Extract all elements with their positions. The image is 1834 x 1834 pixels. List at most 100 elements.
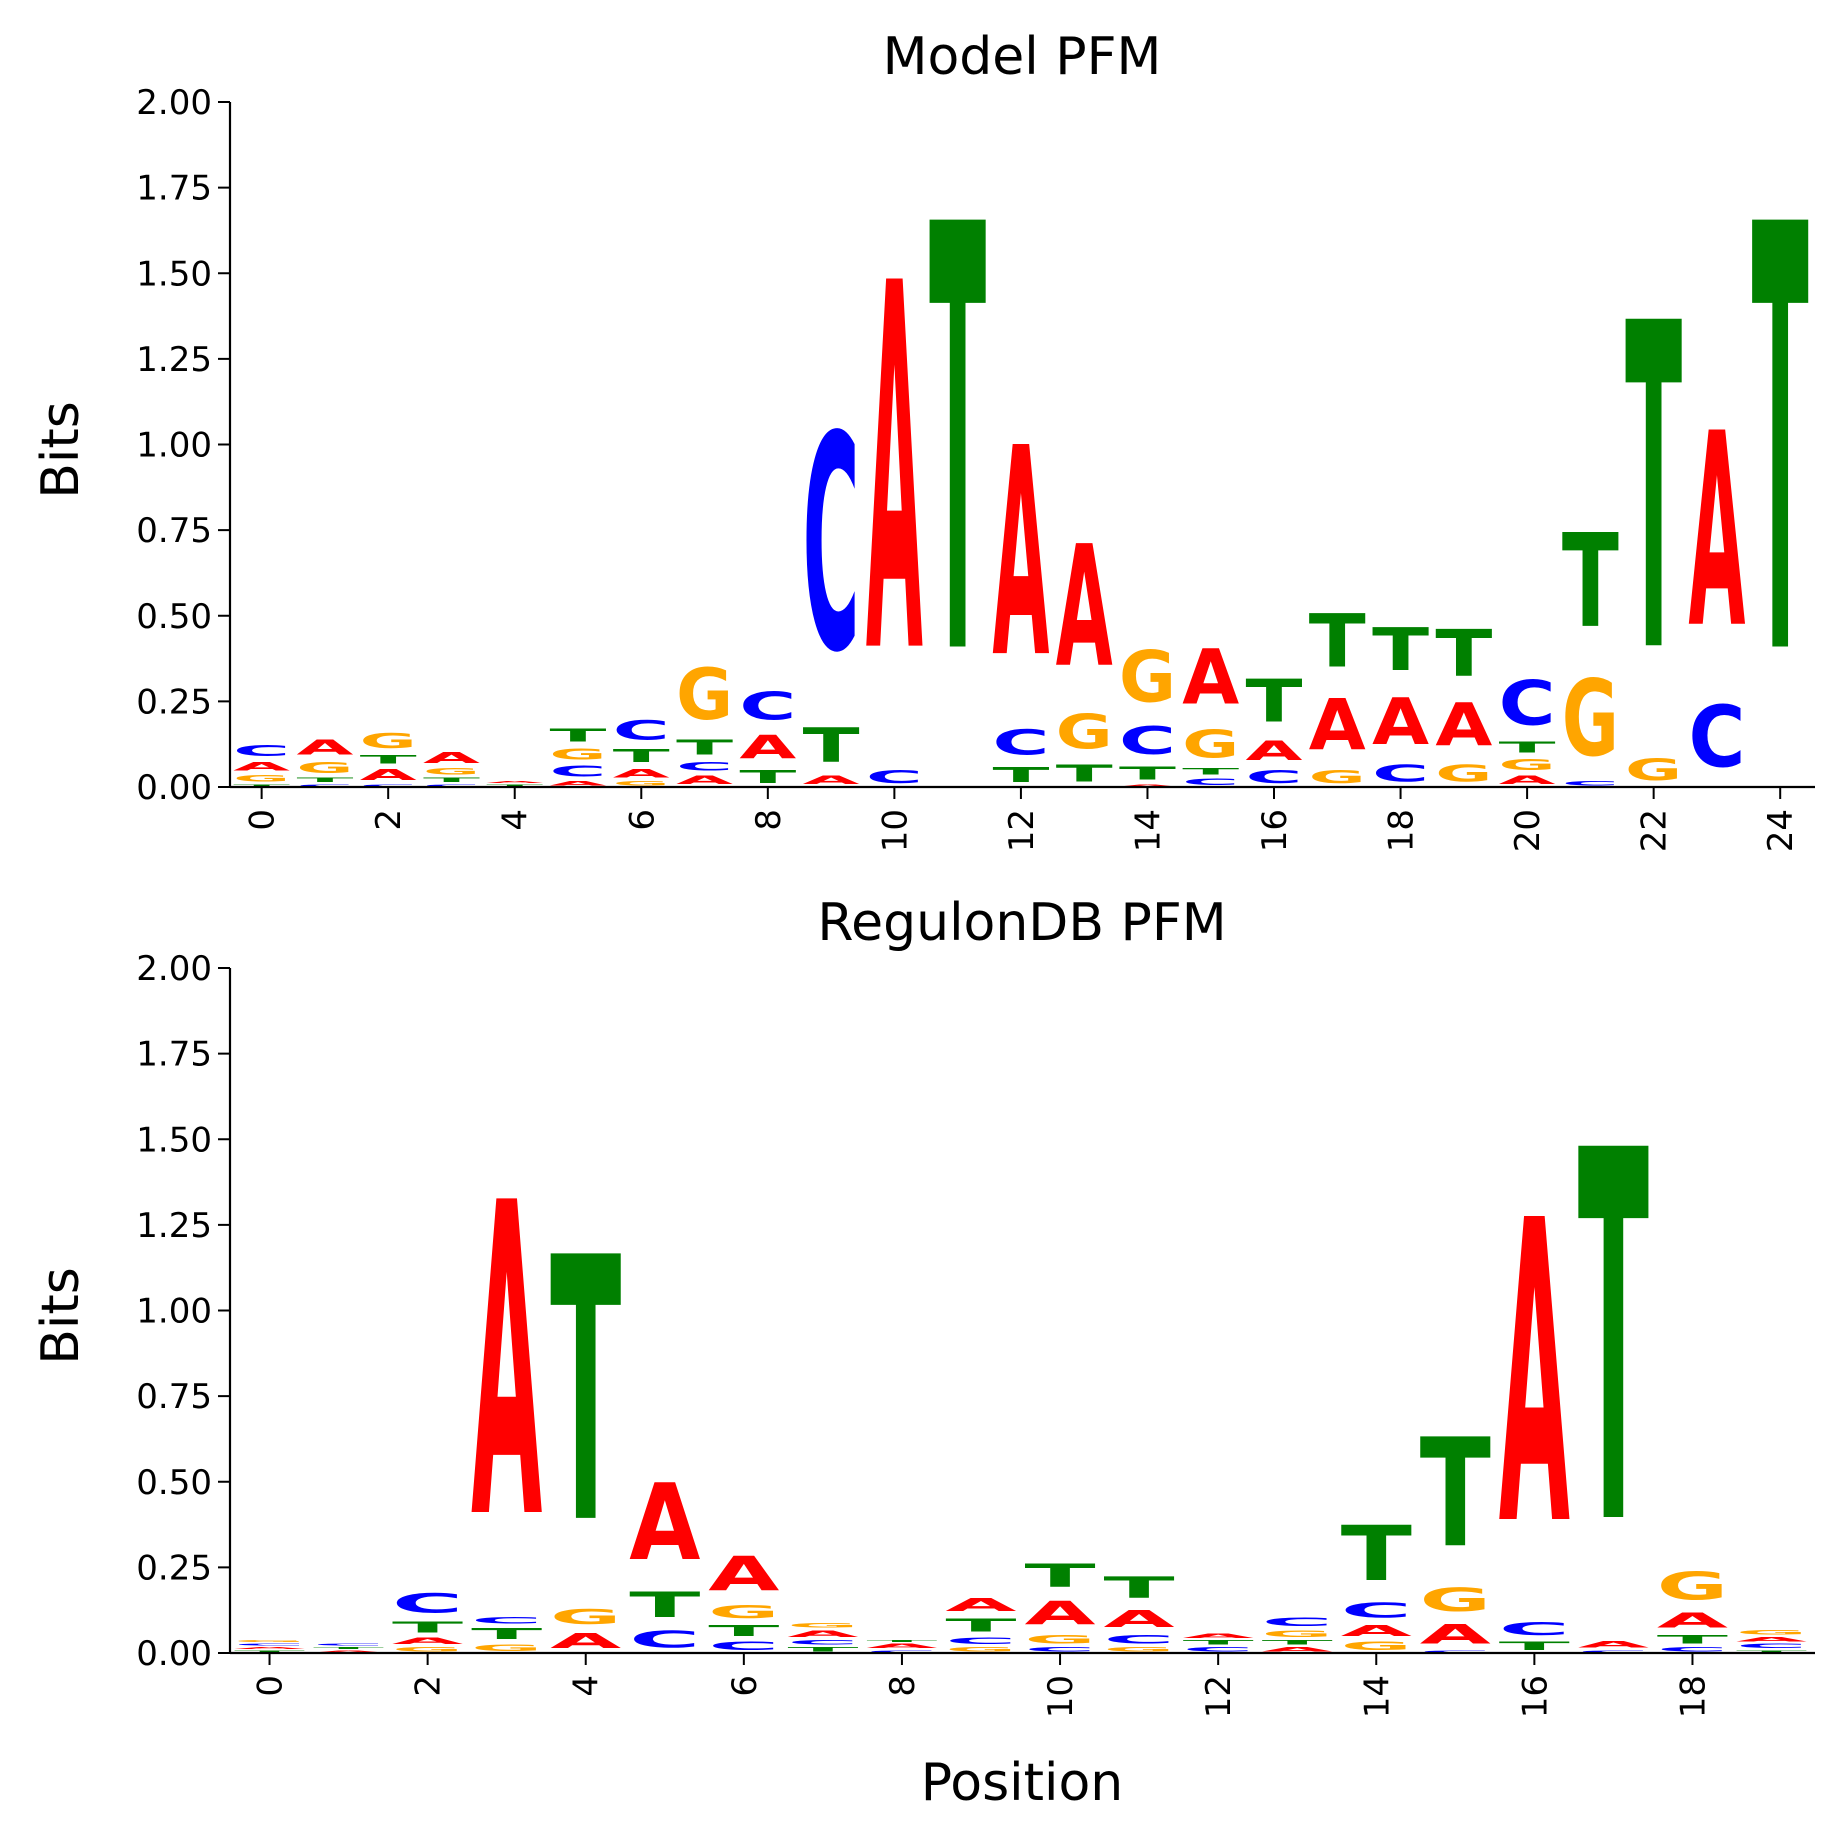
logo-letter-T: T [360,753,417,767]
logo-letter-A: A [1372,685,1429,760]
logo-letter-T: T [1499,739,1556,756]
logo-letter-A: A [550,780,608,787]
logo-letter-T: T [1309,599,1366,685]
logo-letter-T: T [1262,1639,1333,1646]
logo-letter-G: G [233,773,290,783]
logo-letter-C: C [1736,1643,1807,1650]
y-tick-label: 1.00 [136,426,212,466]
logo-letter-G: G [1309,766,1366,786]
y-tick-label: 2.00 [136,949,212,989]
logo-letter-T: T [929,103,986,785]
logo-letter-T: T [1578,1045,1650,1638]
logo-letter-C: C [1341,1598,1412,1622]
logo-letter-C: C [1262,1616,1333,1630]
logo-letter-C: C [866,1650,937,1653]
logo-letter-C: C [233,743,290,760]
logo-letter-C: C [1499,1619,1570,1639]
logo-letter-G: G [392,1646,463,1653]
x-tick-label: 2 [409,1675,449,1697]
logo-letter-A: A [1246,736,1303,767]
y-tick-label: 0.75 [136,1377,212,1417]
logo-letter-A: A [1309,684,1366,766]
logo-letter-G: G [1056,705,1113,760]
logo-letter-T: T [1752,103,1809,785]
x-tick-label: 10 [1041,1675,1081,1718]
y-tick-label: 1.25 [136,340,212,380]
logo-letter-A: A [392,1636,464,1646]
logo-letter-C: C [1499,667,1556,739]
logo-letter-C: C [423,784,480,787]
y-tick-label: 2.00 [136,83,212,123]
x-axis-label: Position [921,1753,1123,1813]
logo-letter-C: C [613,715,670,746]
logo-letter-A: A [629,1462,701,1585]
logo-letter-T: T [676,736,734,760]
y-tick-label: 0.50 [136,597,212,637]
logo-letter-A: A [1736,1636,1808,1643]
logo-letter-G: G [296,759,353,776]
logo-letter-T: T [739,767,796,787]
logo-letter-T: T [992,764,1050,788]
y-tick-label: 1.75 [136,1035,212,1075]
logo-letter-C: C [1657,1646,1728,1653]
logo-letter-C: C [787,1639,858,1646]
chart-title: Model PFM [883,27,1162,87]
logo-letter-G: G [945,1646,1016,1653]
logo-letter-G: G [613,780,670,787]
logo-letter-T: T [1499,1639,1571,1653]
logo-letter-T: T [1246,668,1303,736]
axes: 0.000.250.500.751.001.251.501.752.000 2 4 6… [136,949,1815,1718]
logo-letter-A: A [739,729,796,766]
logo-letter-C: C [360,784,417,787]
logo-letter-G: G [1119,637,1176,719]
logo-letter-A: A [296,736,353,760]
logo-letter-C: C [629,1626,700,1653]
logo-letter-G: G [1736,1629,1807,1636]
logo-letter-A: A [234,1646,305,1649]
logo-letter-G: G [1562,658,1619,781]
logo-letter-G: G [1024,1633,1095,1647]
logo-letter-T: T [1341,1509,1412,1598]
axes: 0.000.250.500.751.001.251.501.752.000 2 4 6… [136,83,1815,852]
logo-letter-A: A [866,1643,938,1650]
x-tick-label: 24 [1761,809,1801,852]
logo-letter-T: T [550,726,607,746]
logo-letter-T: T [1657,1633,1729,1647]
logo-letter-C: C [550,763,607,780]
x-tick-label: 4 [496,809,536,831]
logo-letter-A: A [1657,1608,1729,1632]
logo-letter-T: T [1435,616,1492,691]
logo-letter-C: C [945,1636,1016,1646]
x-tick-label: 10 [875,809,915,852]
logo-letter-G: G [471,1643,542,1653]
logo-letter-A: A [1688,378,1745,687]
logo-letter-A: A [945,1595,1016,1615]
x-tick-label: 16 [1515,1675,1555,1718]
logo-letter-C: C [313,1643,384,1646]
logo-letter-A: A [1435,691,1493,760]
logo-letter-C: C [1183,1646,1254,1653]
logo-letter-T: T [234,1650,305,1653]
logo-letter-C: C [866,767,923,787]
y-tick-label: 0.25 [136,682,212,722]
regulondb-pfm-panel: RegulonDB PFM Bits Position TACGATCGATCG… [31,893,1815,1813]
logo-letter-T: T [550,1181,622,1604]
logo-letter-T: T [1119,763,1176,783]
x-tick-label: 16 [1255,809,1295,852]
logo-letter-A: A [1578,1639,1650,1649]
x-tick-label: 20 [1508,809,1548,852]
logo-letter-T: T [1056,760,1113,787]
logo-letter-T: T [945,1615,1016,1635]
logo-letter-A: A [233,760,290,774]
logo-letter-T: T [1024,1557,1096,1595]
logo-stacks: TACGATCGATCGTCAAGTCTACTGATCAGCATGCTACGAT… [234,1045,1808,1653]
logo-letter-T: T [1182,766,1240,776]
logo-letter-A: A [1420,1619,1491,1650]
logo-letter-A: A [708,1547,780,1602]
logo-letter-G: G [1435,760,1492,787]
logo-letter-C: C [803,373,860,718]
logo-letter-G: G [550,746,607,763]
logo-letter-T: T [313,1646,384,1649]
